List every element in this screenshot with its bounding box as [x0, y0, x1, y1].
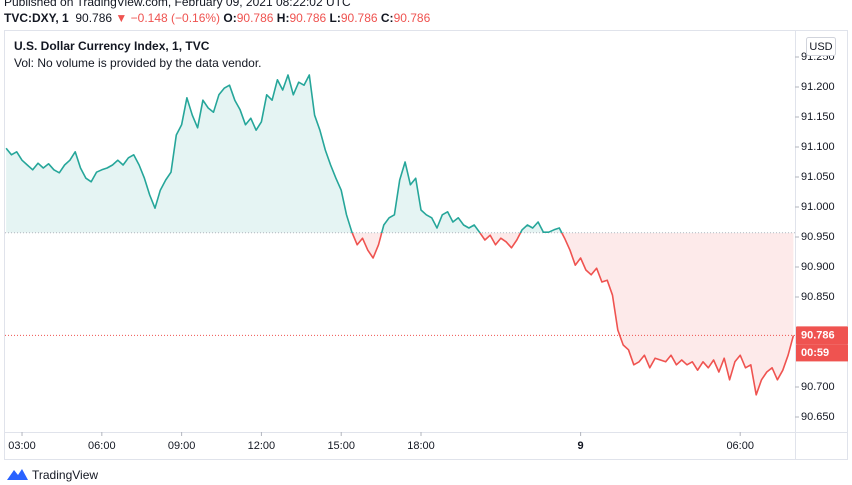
ohlc: O:90.786 H:90.786 L:90.786 C:90.786 [223, 11, 430, 25]
chart-title: U.S. Dollar Currency Index, 1, TVC [14, 39, 210, 53]
ohlc-name: C: [380, 11, 394, 25]
chart-frame [4, 30, 848, 460]
currency-label: USD [809, 41, 832, 53]
brand: TradingView [7, 468, 98, 482]
x-tick-label: 06:00 [726, 440, 754, 452]
y-tick-label: 90.850 [801, 291, 835, 303]
direction: ▼ [115, 11, 128, 25]
y-tick-label: 91.050 [801, 171, 835, 183]
x-tick-label: 09:00 [168, 440, 196, 452]
baseline-area [6, 75, 794, 395]
y-tick-label: 90.650 [801, 411, 835, 423]
ohlc-value: 90.786 [393, 11, 431, 25]
y-tick-label: 91.100 [801, 141, 835, 153]
y-tick-label: 91.150 [801, 111, 835, 123]
change: −0.148 [130, 11, 168, 25]
brand-name: TradingView [32, 468, 98, 482]
x-tick-label: 12:00 [248, 440, 276, 452]
countdown-box [796, 344, 848, 362]
y-tick-label: 90.700 [801, 381, 835, 393]
x-tick-label: 18:00 [407, 440, 435, 452]
x-tick-label: 03:00 [8, 440, 36, 452]
ohlc-name: O: [223, 11, 237, 25]
x-tick-label: 9 [578, 440, 584, 452]
x-tick-label: 06:00 [88, 440, 116, 452]
ohlc-value: 90.786 [289, 11, 327, 25]
ohlc-value: 90.786 [236, 11, 274, 25]
ohlc-name: H: [276, 11, 290, 25]
ohlc-value: 90.786 [340, 11, 378, 25]
change-percent: (−0.16%) [171, 11, 221, 25]
y-tick-label: 90.950 [801, 231, 835, 243]
y-tick-label: 91.000 [801, 201, 835, 213]
countdown-label: 00:59 [801, 347, 829, 359]
symbol-bar: TVC:DXY, 1 90.786 ▼ −0.148 (−0.16%) O:90… [4, 11, 430, 25]
y-tick-label: 91.200 [801, 81, 835, 93]
x-tick-label: 15:00 [327, 440, 355, 452]
published-note: Published on TradingView.com, February 0… [4, 0, 351, 9]
ohlc-name: L: [329, 11, 341, 25]
price-line [5, 74, 795, 396]
currency-button[interactable]: USD [806, 37, 836, 56]
currency-button-box [806, 37, 836, 56]
last-price: 90.786 [75, 11, 113, 25]
symbol: TVC:DXY, 1 [4, 11, 69, 25]
brand-logo [7, 469, 28, 480]
chart-subtitle: Vol: No volume is provided by the data v… [14, 56, 261, 70]
y-tick-label: 90.900 [801, 261, 835, 273]
last-price-label: 90.786 [801, 329, 835, 341]
last-price-box [796, 326, 848, 345]
